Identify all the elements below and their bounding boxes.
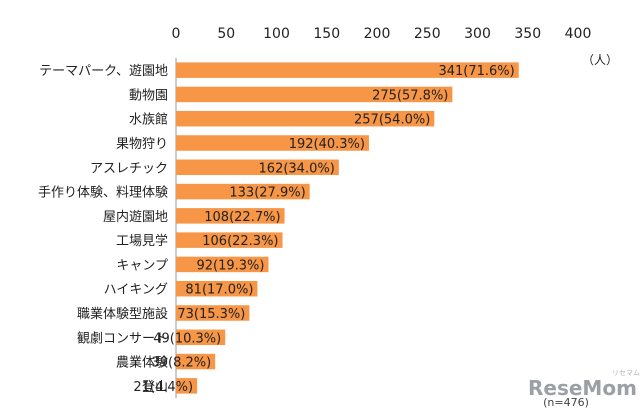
x-tick-label-100: 100: [263, 26, 290, 42]
data-label-13: 21(4.4%): [133, 380, 193, 395]
bar-8: [176, 256, 269, 273]
bar-1: [176, 86, 453, 103]
category-label-9: ハイキング: [104, 283, 168, 298]
category-label-1: 動物園: [129, 88, 168, 103]
data-label-12: 39(8.2%): [151, 356, 211, 371]
bar-0: [176, 62, 519, 78]
x-tick-label-350: 350: [514, 26, 541, 42]
category-label-10: 職業体験型施設: [77, 306, 168, 322]
bar-2: [176, 110, 435, 127]
bar-6: [176, 208, 285, 224]
watermark-text: ReseMom: [528, 376, 637, 400]
bar-10: [176, 305, 250, 321]
bar-13: [176, 378, 198, 394]
bar-7: [176, 232, 283, 248]
bar-9: [176, 280, 258, 297]
bar-12: [176, 353, 216, 370]
x-tick-label-400: 400: [565, 26, 592, 42]
x-tick-label-150: 150: [313, 26, 340, 42]
bar-11: [176, 329, 226, 346]
bar-5: [176, 183, 310, 200]
watermark-subtext: リセマム: [612, 369, 640, 377]
category-label-2: 水族館: [129, 112, 168, 128]
data-label-10: 73(15.3%): [177, 307, 245, 322]
bar-3: [176, 135, 369, 151]
data-label-8: 92(19.3%): [196, 258, 264, 273]
category-label-13: 登山: [142, 380, 168, 395]
category-label-12: 農業体験: [116, 355, 168, 371]
data-label-7: 106(22.3%): [202, 234, 278, 249]
category-label-3: 果物狩り: [116, 137, 168, 152]
data-label-1: 275(57.8%): [372, 88, 448, 103]
data-label-6: 108(22.7%): [204, 210, 280, 225]
category-label-4: アスレチック: [90, 161, 168, 176]
data-labels: 341(71.6%) 275(57.8%) 257(54.0%) 192(40.3%)…: [133, 64, 514, 395]
x-tick-label-200: 200: [364, 26, 391, 42]
data-label-5: 133(27.9%): [229, 186, 305, 201]
sample-size-note: (n=476): [543, 396, 589, 409]
watermark-logo: ReseMom リセマム: [528, 369, 640, 400]
category-label-5: 手作り体験、料理体験: [38, 186, 168, 201]
data-label-11: 49(10.3%): [153, 331, 221, 346]
category-label-7: 工場見学: [116, 233, 168, 249]
x-tick-label-0: 0: [172, 26, 181, 42]
category-labels: テーマパーク、遊園地動物園水族館果物狩りアスレチック手作り体験、料理体験屋内遊園…: [38, 64, 168, 395]
x-tick-label-50: 50: [217, 26, 235, 42]
category-label-11: 観劇コンサート: [77, 331, 168, 346]
data-label-9: 81(17.0%): [185, 283, 253, 298]
x-tick-label-250: 250: [414, 26, 441, 42]
bar-4: [176, 159, 339, 176]
data-label-3: 192(40.3%): [289, 137, 365, 152]
category-label-6: 屋内遊園地: [103, 209, 168, 225]
category-label-8: キャンプ: [116, 258, 168, 273]
x-tick-label-300: 300: [464, 26, 491, 42]
x-tick-labels: 0 50 100 150 200 250 300 350 400: [172, 26, 592, 42]
data-label-0: 341(71.6%): [438, 64, 514, 79]
bars: [176, 62, 519, 394]
unit-label: （人）: [582, 53, 618, 67]
category-label-0: テーマパーク、遊園地: [39, 64, 168, 79]
data-label-2: 257(54.0%): [354, 113, 430, 128]
data-label-4: 162(34.0%): [259, 161, 335, 176]
